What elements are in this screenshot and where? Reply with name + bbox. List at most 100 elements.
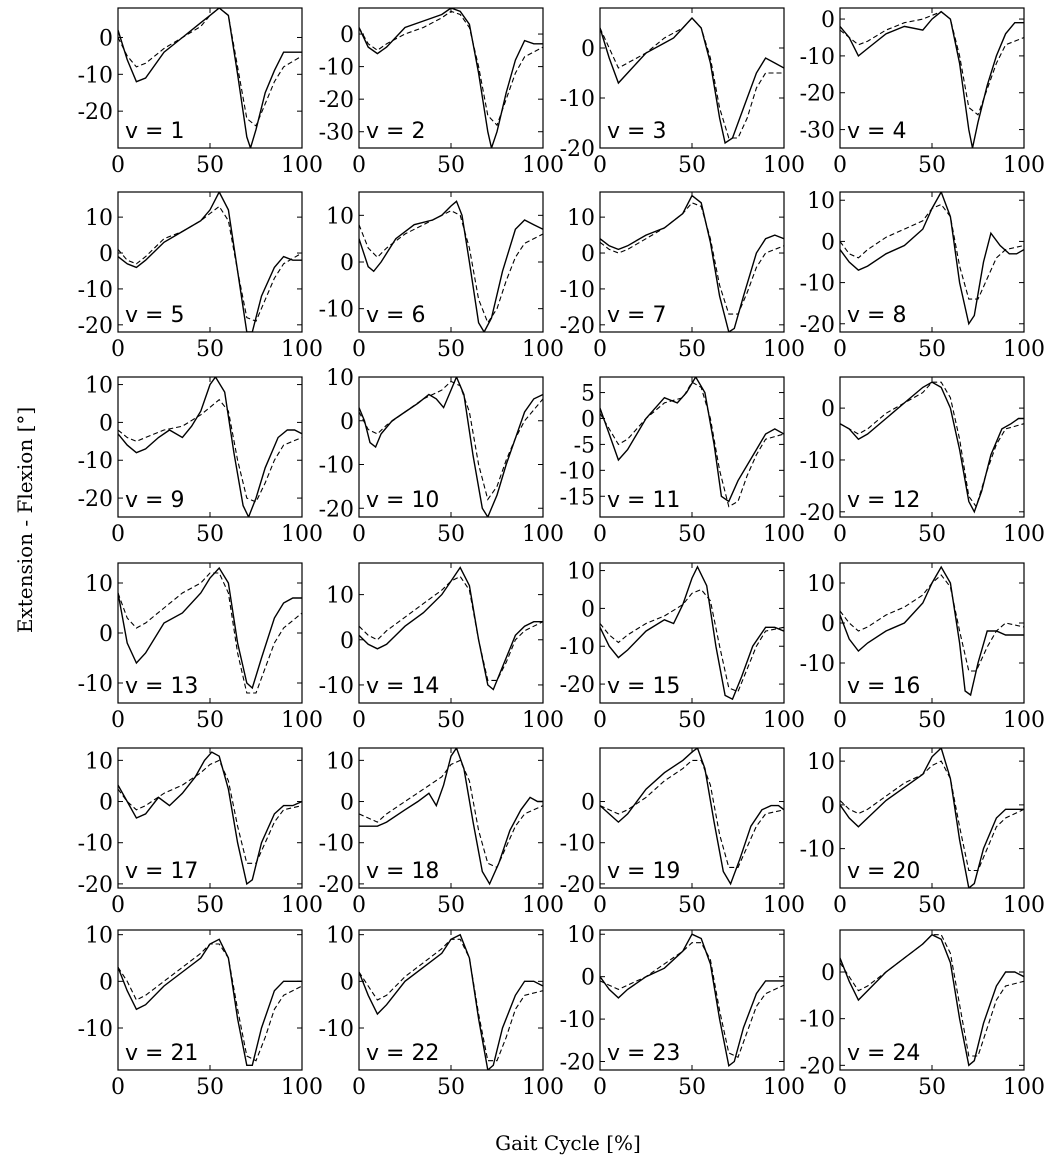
x-tick-label: 50 bbox=[437, 893, 465, 918]
y-tick-label: 0 bbox=[821, 961, 835, 986]
x-tick-label: 0 bbox=[352, 1075, 366, 1100]
panel-curves bbox=[600, 194, 784, 332]
y-tick-label: 0 bbox=[821, 397, 835, 422]
y-tick-label: -10 bbox=[800, 1008, 835, 1033]
y-tick-label: -20 bbox=[319, 497, 354, 522]
x-tick-label: 100 bbox=[522, 522, 564, 547]
panel-label: v = 8 bbox=[847, 303, 906, 328]
solid-curve bbox=[359, 933, 543, 1070]
x-tick-label: 50 bbox=[437, 708, 465, 733]
panel-curves bbox=[600, 565, 784, 701]
solid-curve bbox=[600, 748, 784, 886]
y-axis-title: Extension - Flexion [°] bbox=[13, 407, 37, 633]
panel-frame bbox=[839, 562, 1025, 704]
panel-7: 0 50 100 -20 -10 0 10 v = 7 bbox=[560, 191, 805, 362]
x-tick-label: 100 bbox=[281, 893, 323, 918]
x-tick-label: 0 bbox=[593, 337, 607, 362]
panel-label: v = 20 bbox=[847, 859, 920, 884]
solid-curve bbox=[840, 192, 1024, 326]
y-tick-label: 10 bbox=[85, 749, 113, 774]
x-tick-label: 100 bbox=[522, 1075, 564, 1100]
y-tick-label: -10 bbox=[800, 652, 835, 677]
panel-label: v = 14 bbox=[366, 674, 439, 699]
y-tick-label: -20 bbox=[560, 1051, 595, 1076]
panel-23: 0 50 100 -20 -10 0 10 v = 23 bbox=[560, 923, 805, 1100]
y-tick-label: 0 bbox=[340, 629, 354, 654]
panel-curves bbox=[600, 933, 784, 1068]
solid-curve bbox=[359, 200, 543, 332]
y-tick-label: -20 bbox=[800, 1054, 835, 1079]
panel-curves bbox=[359, 200, 543, 332]
x-tick-label: 0 bbox=[352, 522, 366, 547]
dashed-curve bbox=[840, 203, 1024, 300]
panel-curves bbox=[118, 566, 302, 694]
panel-curves bbox=[840, 192, 1024, 326]
panel-label: v = 18 bbox=[366, 859, 439, 884]
y-tick-label: 0 bbox=[340, 970, 354, 995]
panel-label: v = 7 bbox=[607, 303, 666, 328]
x-tick-label: 0 bbox=[593, 708, 607, 733]
y-tick-label: 0 bbox=[581, 966, 595, 991]
dashed-curve bbox=[359, 938, 543, 1062]
panel-curves bbox=[840, 748, 1024, 888]
dashed-curve bbox=[118, 398, 302, 503]
y-tick-label: 10 bbox=[85, 374, 113, 399]
y-tick-label: -10 bbox=[319, 56, 354, 81]
dashed-curve bbox=[840, 381, 1024, 508]
panel-frame bbox=[117, 747, 303, 889]
panel-label: v = 15 bbox=[607, 674, 680, 699]
panel-label: v = 9 bbox=[125, 488, 184, 513]
y-tick-label: 10 bbox=[807, 189, 835, 214]
x-tick-label: 100 bbox=[522, 708, 564, 733]
dashed-curve bbox=[118, 205, 302, 322]
y-tick-label: -10 bbox=[560, 87, 595, 112]
panel-frame bbox=[839, 7, 1025, 149]
solid-curve bbox=[600, 565, 784, 701]
solid-curve bbox=[840, 381, 1024, 514]
y-tick-label: 10 bbox=[326, 584, 354, 609]
x-tick-label: 0 bbox=[352, 153, 366, 178]
y-tick-label: 0 bbox=[340, 23, 354, 48]
x-tick-label: 50 bbox=[918, 893, 946, 918]
x-tick-label: 0 bbox=[833, 1075, 847, 1100]
panel-8: 0 50 100 -20 -10 0 10 v = 8 bbox=[800, 189, 1045, 362]
y-tick-label: 10 bbox=[807, 750, 835, 775]
x-tick-label: 100 bbox=[763, 522, 805, 547]
y-tick-label: -10 bbox=[78, 832, 113, 857]
x-tick-label: 50 bbox=[196, 893, 224, 918]
panel-curves bbox=[118, 377, 302, 517]
y-tick-label: 10 bbox=[85, 572, 113, 597]
panel-curves bbox=[600, 748, 784, 886]
panel-frame bbox=[599, 7, 785, 149]
x-tick-label: 100 bbox=[281, 337, 323, 362]
panel-label: v = 2 bbox=[366, 119, 425, 144]
y-tick-label: 0 bbox=[99, 622, 113, 647]
x-tick-label: 50 bbox=[918, 153, 946, 178]
x-tick-label: 100 bbox=[763, 1075, 805, 1100]
dashed-curve bbox=[359, 10, 543, 127]
y-tick-label: -20 bbox=[800, 501, 835, 526]
panel-curves bbox=[118, 938, 302, 1066]
y-tick-label: 10 bbox=[85, 924, 113, 949]
x-tick-label: 0 bbox=[593, 522, 607, 547]
y-tick-label: 0 bbox=[340, 410, 354, 435]
panel-16: 0 50 100 -10 0 10 v = 16 bbox=[800, 562, 1045, 733]
y-tick-label: -10 bbox=[78, 1017, 113, 1042]
y-tick-label: 10 bbox=[567, 923, 595, 948]
y-tick-label: 0 bbox=[581, 791, 595, 816]
x-tick-label: 100 bbox=[281, 522, 323, 547]
y-tick-label: -20 bbox=[78, 314, 113, 339]
y-tick-label: -20 bbox=[800, 82, 835, 107]
solid-curve bbox=[840, 10, 1024, 148]
panel-curves bbox=[359, 8, 543, 148]
panel-curves bbox=[359, 933, 543, 1070]
x-tick-label: 100 bbox=[522, 153, 564, 178]
panel-22: 0 50 100 -10 0 10 v = 22 bbox=[319, 924, 564, 1100]
y-tick-label: -10 bbox=[800, 838, 835, 863]
x-tick-label: 50 bbox=[196, 1075, 224, 1100]
